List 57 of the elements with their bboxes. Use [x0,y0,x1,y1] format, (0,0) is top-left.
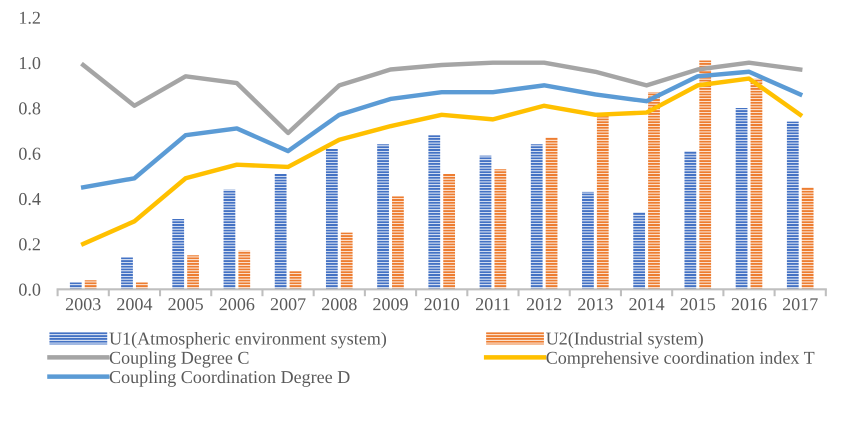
bar [494,169,506,290]
x-tick-label: 2016 [732,298,767,310]
x-tick-label: 2014 [629,298,664,310]
bar [480,156,492,290]
legend-label: Coupling Degree C [110,351,248,368]
bar [648,92,660,290]
x-tick-label: 2013 [578,298,613,310]
x-tick-label: 2011 [476,298,510,310]
bar [786,122,799,290]
bar [84,280,97,290]
y-tick-label: 0.6 [19,148,40,160]
bar [224,190,236,290]
legend-label: U1(Atmospheric environment system) [109,332,386,348]
x-tick-label: 2005 [168,298,203,310]
line-series [80,76,802,246]
bar [172,219,184,290]
x-tick-label: 2017 [782,298,818,310]
line-series [80,70,802,190]
bar [428,135,440,290]
line-series [80,60,802,136]
bar [121,258,133,290]
bar [340,232,353,290]
bar [699,60,712,290]
x-tick-label: 2007 [270,298,306,310]
bar [443,174,456,290]
bar [290,271,302,290]
bar [633,212,646,290]
x-tick-label: 2015 [680,298,716,310]
x-tick-label: 2010 [424,298,460,310]
bar [736,108,748,290]
y-tick-label: 0.2 [19,238,40,250]
bar [750,78,762,290]
y-tick-label: 0.0 [19,284,40,296]
bar [187,255,199,290]
legend-label: Comprehensive coordination index T [546,351,814,368]
bar [546,137,558,290]
legend-label: U2(Industrial system) [546,332,703,348]
x-tick-label: 2009 [373,298,408,310]
x-tick-label: 2012 [526,298,562,310]
y-tick-label: 1.0 [20,56,40,70]
bar [274,174,287,290]
y-tick-label: 0.8 [19,102,40,115]
x-tick-label: 2003 [66,298,101,310]
y-tick-label: 1.2 [20,12,40,24]
bar [582,192,594,290]
bar [326,148,338,290]
x-tick-label: 2008 [322,298,357,310]
bar [802,187,814,290]
x-tick-label: 2004 [117,298,152,310]
x-tick-label: 2006 [220,298,254,310]
bar [530,144,543,290]
bar [238,250,250,290]
bar [684,151,696,290]
bar [392,196,404,290]
bar [377,144,389,290]
legend-label: Coupling Coordination Degree D [110,370,350,387]
y-tick-label: 0.4 [19,192,41,206]
